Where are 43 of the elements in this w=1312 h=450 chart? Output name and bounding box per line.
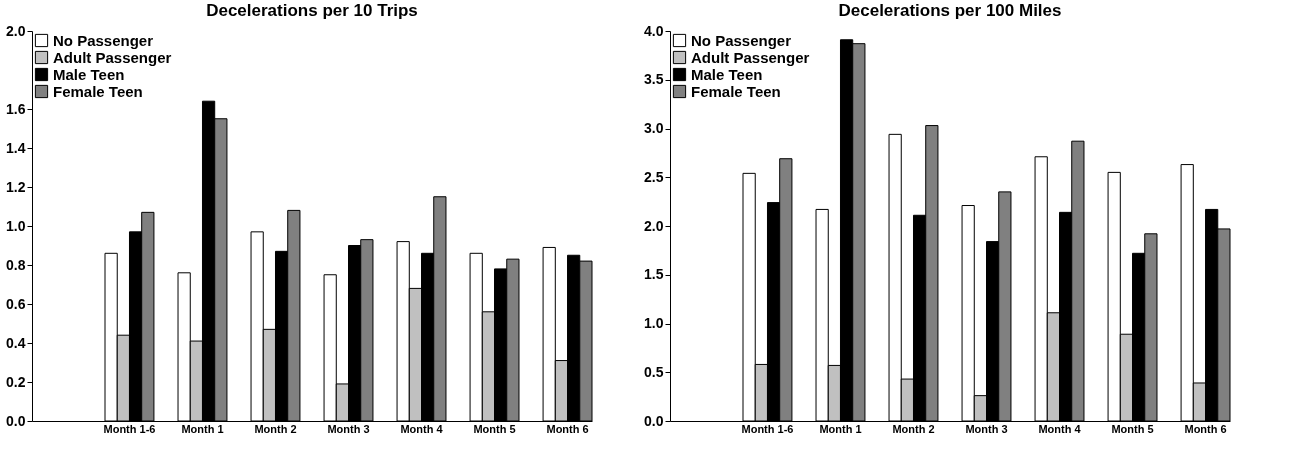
y-tick-label: 1.6	[6, 100, 26, 117]
x-tick-label: Month 1-6	[103, 422, 156, 435]
legend-label: No Passenger	[691, 31, 792, 49]
y-tick-label: 1.2	[6, 178, 26, 195]
x-tick-label: Month 1-6	[741, 422, 794, 435]
y-tick-label: 0.4	[6, 334, 26, 351]
legend-label: Adult Passenger	[53, 48, 172, 66]
y-tick-label: 1.0	[644, 315, 664, 331]
y-tick-label: 0.0	[644, 412, 664, 429]
y-tick-label: 0.6	[6, 295, 26, 312]
y-tick-label: 0.5	[644, 363, 664, 380]
y-tick-label: 0.8	[6, 256, 26, 273]
x-tick-label: Month 6	[1184, 422, 1227, 435]
chart-title: Decelerations per 100 Miles	[838, 1, 1062, 20]
x-tick-label: Month 5	[473, 422, 516, 435]
x-tick-label: Month 1	[181, 422, 224, 435]
x-tick-label: Month 3	[327, 422, 370, 435]
legend-label: Female Teen	[53, 82, 143, 100]
chart-title: Decelerations per 10 Trips	[206, 1, 418, 20]
y-tick-label: 2.0	[6, 22, 26, 39]
x-tick-label: Month 3	[965, 422, 1008, 435]
legend-label: Male Teen	[691, 65, 763, 83]
y-tick-label: 4.0	[644, 22, 664, 39]
x-tick-label: Month 1	[819, 422, 862, 435]
x-tick-label: Month 6	[546, 422, 589, 435]
x-tick-label: Month 2	[892, 422, 935, 435]
y-tick-label: 0.2	[6, 373, 26, 390]
y-tick-label: 2.5	[644, 168, 664, 185]
legend-label: No Passenger	[53, 31, 154, 49]
y-tick-label: 1.4	[6, 139, 26, 156]
x-tick-label: Month 5	[1111, 422, 1154, 435]
y-tick-label: 1.0	[6, 217, 26, 234]
y-tick-label: 2.0	[644, 217, 664, 234]
legend-label: Female Teen	[691, 82, 781, 100]
legend-label: Adult Passenger	[691, 48, 810, 66]
legend-label: Male Teen	[53, 65, 125, 83]
y-tick-label: 3.5	[644, 71, 664, 88]
x-tick-label: Month 4	[400, 422, 444, 435]
y-tick-label: 1.5	[644, 266, 664, 283]
x-tick-label: Month 4	[1038, 422, 1082, 435]
x-tick-label: Month 2	[254, 422, 297, 435]
y-tick-label: 3.0	[644, 120, 664, 136]
y-tick-label: 0.0	[6, 412, 26, 429]
